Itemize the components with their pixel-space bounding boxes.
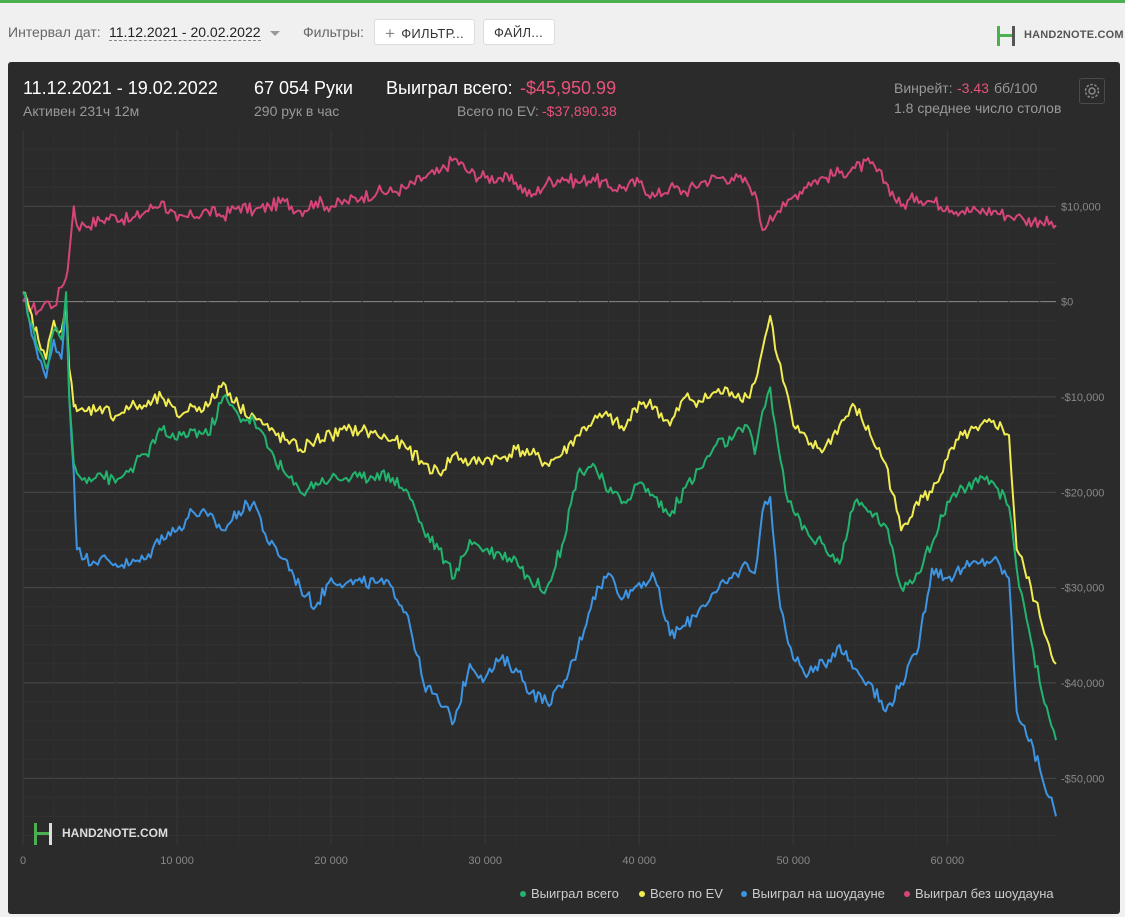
brand-name: HAND2NOTE.COM xyxy=(1024,29,1124,41)
legend-label: Выиграл всего xyxy=(531,886,619,901)
ev-total-label: Всего по EV: xyxy=(457,103,539,119)
file-button[interactable]: ФАЙЛ... xyxy=(483,19,555,45)
gear-icon xyxy=(1084,83,1100,99)
winrate-label: Винрейт: xyxy=(894,80,953,96)
chevron-down-icon[interactable] xyxy=(270,31,280,36)
x-tick-label: 60 000 xyxy=(931,855,965,867)
series-line xyxy=(22,156,1057,316)
top-accent-bar xyxy=(0,0,1125,3)
series-line xyxy=(22,291,1057,817)
active-time: Активен 231ч 12м xyxy=(23,103,140,119)
legend-dot xyxy=(904,891,910,897)
hands-count: 67 054 Руки xyxy=(254,78,353,98)
watermark-logo-icon xyxy=(34,823,52,845)
y-tick-label: -$20,000 xyxy=(1061,487,1104,499)
series-line xyxy=(22,291,1057,665)
legend-label: Выиграл без шоудауна xyxy=(915,886,1054,901)
x-tick-label: 10 000 xyxy=(160,855,194,867)
legend-label: Выиграл на шоудауне xyxy=(752,886,885,901)
legend-item-won-showdown[interactable]: Выиграл на шоудауне xyxy=(741,886,885,901)
y-tick-label: $10,000 xyxy=(1061,201,1101,213)
series-line xyxy=(22,291,1057,741)
legend-dot xyxy=(741,891,747,897)
ev-total-value: -$37,890.38 xyxy=(542,103,617,119)
won-total-value: -$45,950.99 xyxy=(520,78,617,98)
y-tick-label: -$40,000 xyxy=(1061,678,1104,690)
filters-label: Фильтры: xyxy=(303,24,364,40)
x-tick-label: 40 000 xyxy=(622,855,656,867)
legend-item-ev-total[interactable]: Всего по EV xyxy=(639,886,723,901)
y-tick-label: $0 xyxy=(1061,297,1073,309)
legend-dot xyxy=(639,891,645,897)
winrate-value: -3.43 xyxy=(957,80,989,96)
graph-panel xyxy=(8,62,1120,914)
avg-tables: 1.8 среднее число столов xyxy=(894,100,1062,116)
won-total-label: Выиграл всего: xyxy=(386,78,513,98)
plus-icon: + xyxy=(385,24,396,43)
date-interval-label: Интервал дат: xyxy=(8,24,101,40)
winrate-unit: бб/100 xyxy=(994,80,1038,96)
settings-button[interactable] xyxy=(1079,78,1105,104)
date-interval-picker[interactable]: 11.12.2021 - 20.02.2022 xyxy=(109,24,261,41)
x-tick-label: 0 xyxy=(20,855,26,867)
legend-label: Всего по EV xyxy=(650,886,723,901)
hands-per-hour: 290 рук в час xyxy=(254,103,340,119)
legend-dot xyxy=(520,891,526,897)
x-tick-label: 20 000 xyxy=(314,855,348,867)
y-tick-label: -$30,000 xyxy=(1061,583,1104,595)
x-tick-label: 30 000 xyxy=(468,855,502,867)
hand2note-logo-icon xyxy=(997,26,1015,46)
file-button-label: ФАЙЛ... xyxy=(494,25,544,40)
legend-item-won-total[interactable]: Выиграл всего xyxy=(520,886,619,901)
toolbar: Интервал дат: 11.12.2021 - 20.02.2022 Фи… xyxy=(0,3,1125,60)
legend-item-won-non-showdown[interactable]: Выиграл без шоудауна xyxy=(904,886,1054,901)
filter-button-label: ФИЛЬТР... xyxy=(401,26,464,41)
y-tick-label: -$50,000 xyxy=(1061,773,1104,785)
filter-button[interactable]: + ФИЛЬТР... xyxy=(374,19,475,45)
x-tick-label: 50 000 xyxy=(776,855,810,867)
y-tick-label: -$10,000 xyxy=(1061,392,1104,404)
watermark-text: HAND2NOTE.COM xyxy=(62,826,169,840)
period-text: 11.12.2021 - 19.02.2022 xyxy=(23,78,218,98)
